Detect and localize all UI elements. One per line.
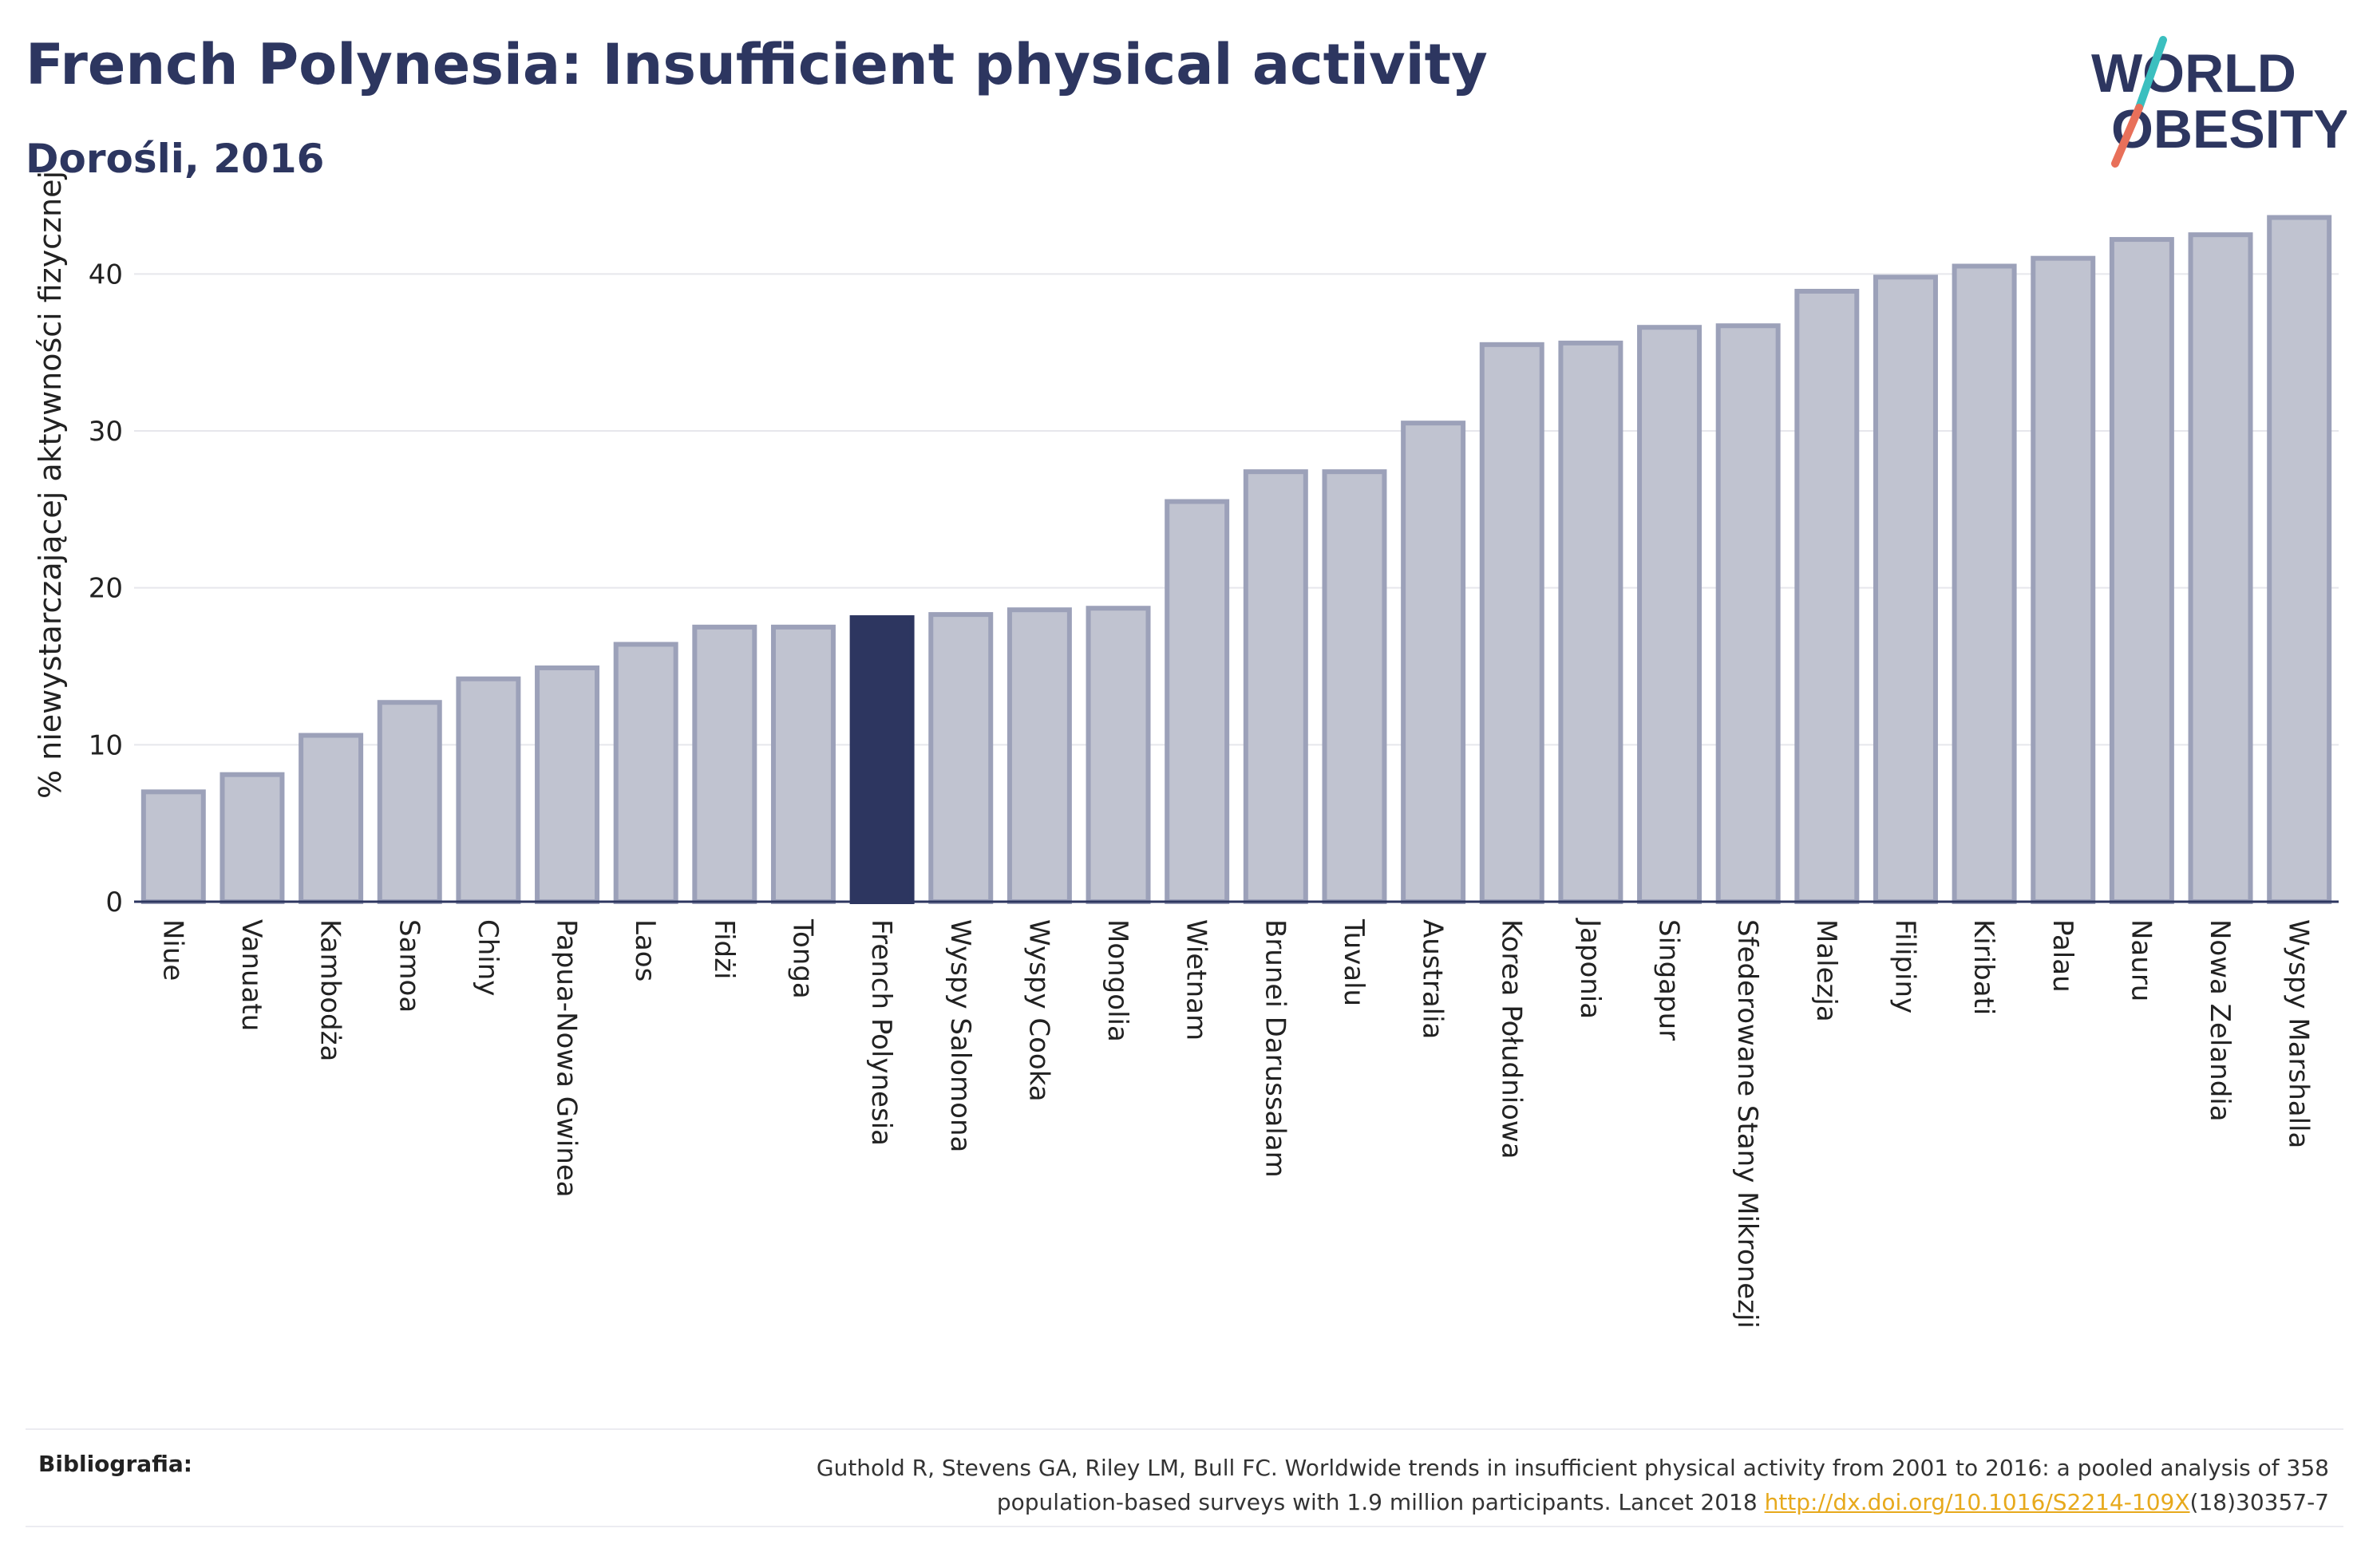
logo-text-obesity: OBESITY: [2111, 99, 2347, 160]
chart-title: French Polynesia: Insufficient physical …: [26, 32, 1488, 97]
footer-divider-bottom: [26, 1526, 2343, 1527]
x-tick-label: Samoa: [393, 919, 425, 1013]
y-tick-label: 30: [89, 416, 123, 448]
bar-filipiny[interactable]: [1873, 274, 1938, 904]
bar-kambod-a[interactable]: [299, 733, 364, 904]
x-tick-label: Mongolia: [1101, 919, 1133, 1042]
x-tick-labels: Niue Vanuatu Kambodża Samoa Chiny Papua-Nowa …: [156, 918, 2314, 1329]
x-tick-label: Nowa Zelandia: [2204, 919, 2236, 1122]
bar-niue[interactable]: [140, 789, 206, 904]
bibliography-line1: Guthold R, Stevens GA, Riley LM, Bull FC…: [816, 1455, 2329, 1481]
x-tick-label: Papua-Nowa Gwinea: [551, 919, 583, 1198]
y-tick-label: 0: [105, 887, 123, 918]
bar-chart: 0 10 20 30 40 Niue Vanuatu Kambodża Samoa Chiny P…: [33, 171, 2339, 1329]
y-tick-labels: 0 10 20 30 40: [89, 259, 123, 918]
bar-nauru[interactable]: [2109, 237, 2174, 905]
bar-wyspy-salomona[interactable]: [928, 612, 994, 904]
x-tick-label: Kiribati: [1968, 919, 1999, 1015]
bar-sfederowane-stany-mikronezji[interactable]: [1715, 323, 1781, 904]
doi-link[interactable]: http://dx.doi.org/10.1016/S2214-109X: [1764, 1489, 2190, 1515]
bar-vanuatu[interactable]: [219, 772, 285, 905]
x-tick-label: Kambodża: [314, 919, 346, 1061]
bar-chiny[interactable]: [456, 676, 521, 904]
x-tick-label: Australia: [1417, 919, 1449, 1039]
bar-french-polynesia[interactable]: [849, 615, 915, 904]
bar-korea-po-udniowa[interactable]: [1479, 342, 1544, 905]
x-tick-label: Korea Południowa: [1495, 919, 1527, 1159]
bar-australia[interactable]: [1401, 421, 1466, 904]
bar-mongolia[interactable]: [1086, 606, 1151, 904]
x-tick-label: Fidżi: [708, 919, 740, 979]
bar-tonga[interactable]: [770, 624, 836, 904]
x-tick-label: Wyspy Cooka: [1022, 919, 1054, 1102]
bar-papua-nowa-gwinea[interactable]: [535, 665, 600, 904]
x-tick-label: Laos: [629, 919, 661, 981]
bar-japonia[interactable]: [1558, 340, 1623, 905]
y-axis-label: % niewystarczającej aktywności fizycznej: [33, 171, 68, 799]
bar-kiribati[interactable]: [1952, 263, 2017, 904]
y-tick-label: 10: [89, 729, 123, 761]
bar-brunei-darussalam[interactable]: [1243, 469, 1308, 904]
world-obesity-logo: WORLD OBESITY: [2091, 36, 2347, 168]
bar-malezja[interactable]: [1794, 288, 1860, 904]
y-tick-label: 40: [89, 259, 123, 290]
bars: [140, 215, 2332, 905]
x-tick-label: Japonia: [1574, 918, 1606, 1019]
bibliography-line2-suffix: (18)30357-7: [2189, 1489, 2329, 1515]
x-tick-label: Chiny: [472, 919, 504, 996]
x-tick-label: Sfederowane Stany Mikronezji: [1731, 919, 1763, 1329]
logo-slash-coral: [2111, 104, 2143, 168]
x-tick-label: French Polynesia: [865, 919, 897, 1146]
bar-samoa[interactable]: [377, 700, 442, 904]
bar-wyspy-marshalla[interactable]: [2267, 215, 2332, 904]
x-tick-label: Filipiny: [1888, 919, 1920, 1013]
x-tick-label: Niue: [156, 919, 188, 981]
logo-text-world: WORLD: [2091, 43, 2296, 104]
x-tick-label: Malezja: [1810, 919, 1842, 1022]
bar-singapur[interactable]: [1637, 325, 1703, 904]
x-tick-label: Tonga: [786, 918, 818, 999]
x-tick-label: Wyspy Marshalla: [2283, 919, 2315, 1148]
footer-divider-top: [26, 1428, 2343, 1430]
bibliography-text: Guthold R, Stevens GA, Riley LM, Bull FC…: [573, 1451, 2329, 1519]
chart-subtitle: Dorośli, 2016: [26, 136, 325, 182]
x-tick-label: Wietnam: [1180, 919, 1212, 1041]
logo-slash-teal: [2135, 36, 2167, 112]
bibliography-line2-prefix: population-based surveys with 1.9 millio…: [996, 1489, 1765, 1515]
y-tick-label: 20: [89, 573, 123, 605]
bar-fid-i[interactable]: [692, 624, 757, 904]
x-tick-label: Tuvalu: [1338, 918, 1370, 1006]
bar-wietnam[interactable]: [1165, 499, 1230, 904]
bar-laos[interactable]: [613, 642, 678, 904]
x-tick-label: Singapur: [1653, 919, 1685, 1041]
bar-palau[interactable]: [2031, 255, 2096, 904]
bar-wyspy-cooka[interactable]: [1006, 607, 1072, 904]
x-tick-label: Palau: [2047, 919, 2078, 993]
bibliography-label: Bibliografia:: [38, 1451, 193, 1477]
bar-tuvalu[interactable]: [1322, 469, 1387, 904]
bar-nowa-zelandia[interactable]: [2188, 232, 2253, 904]
x-tick-label: Nauru: [2125, 919, 2157, 1001]
x-tick-label: Vanuatu: [235, 919, 267, 1031]
x-tick-label: Brunei Darussalam: [1259, 919, 1291, 1178]
x-tick-label: Wyspy Salomona: [944, 919, 976, 1152]
